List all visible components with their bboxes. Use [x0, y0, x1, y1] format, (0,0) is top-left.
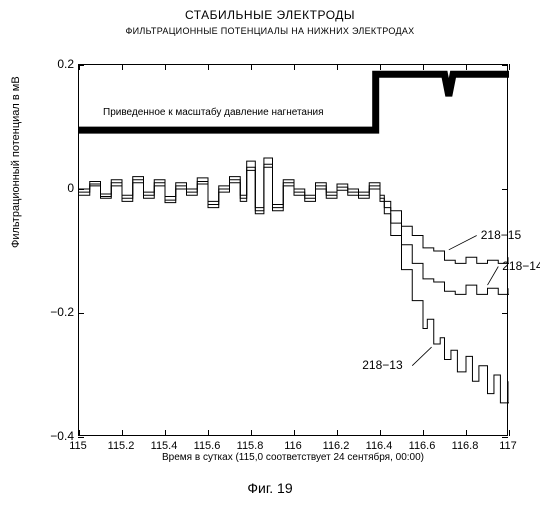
chart-plot-area: Приведенное к масштабу давление нагнетан… — [78, 64, 508, 436]
x-tick-label: 115.8 — [237, 440, 264, 452]
x-tick-label: 116.6 — [409, 440, 436, 452]
x-tick-label: 116.4 — [366, 440, 393, 452]
pressure-annotation: Приведенное к масштабу давление нагнетан… — [103, 107, 324, 118]
x-tick-mark — [509, 64, 510, 70]
y-tick-label: −0.2 — [50, 305, 74, 319]
chart-svg — [79, 65, 509, 437]
x-tick-mark — [122, 64, 123, 70]
y-tick-mark — [502, 189, 508, 190]
x-tick-mark — [380, 64, 381, 70]
x-tick-label: 115.4 — [151, 440, 178, 452]
series-label: 218−15 — [481, 228, 521, 242]
x-tick-mark — [79, 64, 80, 70]
x-tick-label: 116.8 — [452, 440, 479, 452]
x-tick-mark — [122, 430, 123, 436]
y-tick-label: 0.2 — [57, 57, 74, 71]
x-tick-mark — [294, 64, 295, 70]
x-tick-label: 116.2 — [323, 440, 350, 452]
x-tick-mark — [251, 430, 252, 436]
x-tick-mark — [79, 430, 80, 436]
x-tick-mark — [466, 430, 467, 436]
x-axis-label: Время в сутках (115,0 соответствует 24 с… — [78, 452, 508, 463]
y-axis-label: Фильтрационный потенциал в мВ — [10, 76, 22, 248]
leader-line — [449, 236, 477, 250]
x-tick-mark — [251, 64, 252, 70]
y-tick-mark — [502, 65, 508, 66]
x-tick-label: 116 — [284, 440, 302, 452]
chart-title-main: СТАБИЛЬНЫЕ ЭЛЕКТРОДЫ — [0, 8, 540, 22]
x-tick-mark — [337, 64, 338, 70]
series-label: 218−13 — [362, 358, 402, 372]
y-tick-mark — [502, 313, 508, 314]
y-tick-label: 0 — [67, 181, 74, 195]
data-series — [79, 74, 509, 130]
x-tick-mark — [208, 430, 209, 436]
x-tick-label: 117 — [499, 440, 517, 452]
x-tick-mark — [208, 64, 209, 70]
y-tick-mark — [78, 189, 84, 190]
y-tick-mark — [78, 313, 84, 314]
x-tick-mark — [165, 64, 166, 70]
series-label: 218−14 — [502, 259, 540, 273]
figure-label: Фиг. 19 — [0, 480, 540, 496]
x-tick-label: 115.2 — [108, 440, 135, 452]
x-tick-mark — [165, 430, 166, 436]
x-tick-mark — [423, 64, 424, 70]
x-tick-label: 115.6 — [194, 440, 221, 452]
y-tick-mark — [78, 437, 84, 438]
x-tick-mark — [294, 430, 295, 436]
x-tick-label: 115 — [69, 440, 87, 452]
x-tick-mark — [509, 430, 510, 436]
x-tick-mark — [380, 430, 381, 436]
chart-title-sub: ФИЛЬТРАЦИОННЫЕ ПОТЕНЦИАЛЫ НА НИЖНИХ ЭЛЕК… — [0, 26, 540, 36]
x-tick-mark — [466, 64, 467, 70]
y-tick-mark — [502, 437, 508, 438]
x-tick-mark — [423, 430, 424, 436]
leader-line — [488, 267, 499, 286]
data-series — [79, 158, 509, 263]
leader-line — [412, 347, 431, 366]
x-tick-mark — [337, 430, 338, 436]
